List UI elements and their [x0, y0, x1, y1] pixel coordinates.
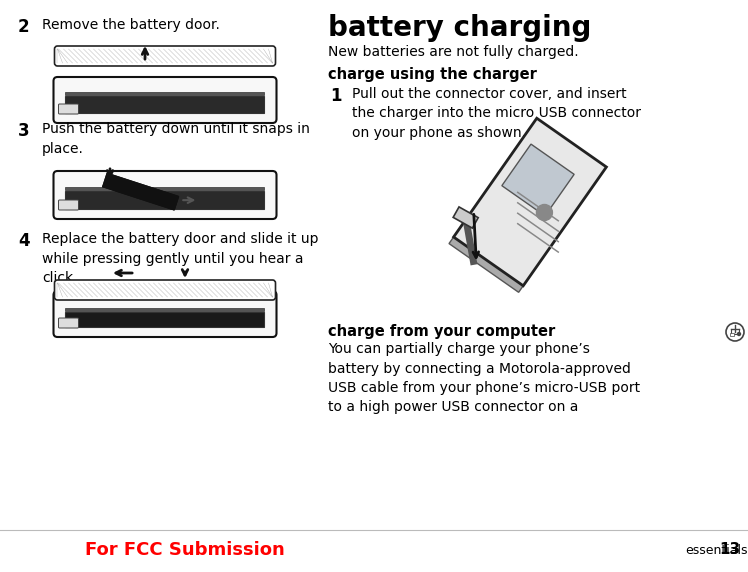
Polygon shape [517, 223, 560, 253]
Bar [66, 187, 265, 190]
Text: Pull out the connector cover, and insert
the charger into the micro USB connecto: Pull out the connector cover, and insert… [352, 87, 641, 140]
Bar [730, 333, 734, 336]
Polygon shape [517, 191, 560, 222]
Bar [66, 308, 265, 311]
Text: 13: 13 [719, 542, 740, 558]
Text: Remove the battery door.: Remove the battery door. [42, 18, 220, 32]
Polygon shape [449, 125, 602, 292]
Polygon shape [502, 144, 574, 216]
Polygon shape [453, 118, 607, 286]
Bar [66, 96, 265, 113]
Polygon shape [453, 207, 478, 228]
Text: 1: 1 [330, 87, 342, 105]
Polygon shape [517, 212, 560, 243]
FancyBboxPatch shape [54, 77, 277, 123]
FancyBboxPatch shape [58, 104, 79, 114]
Circle shape [738, 332, 741, 336]
FancyBboxPatch shape [58, 318, 79, 328]
Bar [66, 191, 265, 209]
Text: 4: 4 [18, 232, 30, 250]
Text: 3: 3 [18, 122, 30, 140]
FancyBboxPatch shape [55, 280, 275, 300]
Circle shape [536, 205, 553, 220]
FancyBboxPatch shape [58, 200, 79, 210]
FancyBboxPatch shape [54, 171, 277, 219]
FancyBboxPatch shape [54, 291, 277, 337]
Text: battery charging: battery charging [328, 14, 592, 42]
Text: Push the battery down until it snaps in
place.: Push the battery down until it snaps in … [42, 122, 310, 156]
Bar [66, 312, 265, 327]
Text: charge using the charger: charge using the charger [328, 67, 537, 82]
Polygon shape [517, 202, 560, 232]
Text: essentials: essentials [685, 543, 747, 557]
Text: Replace the battery door and slide it up
while pressing gently until you hear a
: Replace the battery door and slide it up… [42, 232, 319, 285]
Text: New batteries are not fully charged.: New batteries are not fully charged. [328, 45, 579, 59]
Text: 2: 2 [18, 18, 30, 36]
Bar [66, 92, 265, 95]
Text: You can partially charge your phone’s
battery by connecting a Motorola-approved
: You can partially charge your phone’s ba… [328, 342, 640, 415]
Polygon shape [102, 173, 179, 210]
FancyBboxPatch shape [55, 46, 275, 66]
Text: charge from your computer: charge from your computer [328, 324, 555, 339]
Text: For FCC Submission: For FCC Submission [85, 541, 285, 559]
